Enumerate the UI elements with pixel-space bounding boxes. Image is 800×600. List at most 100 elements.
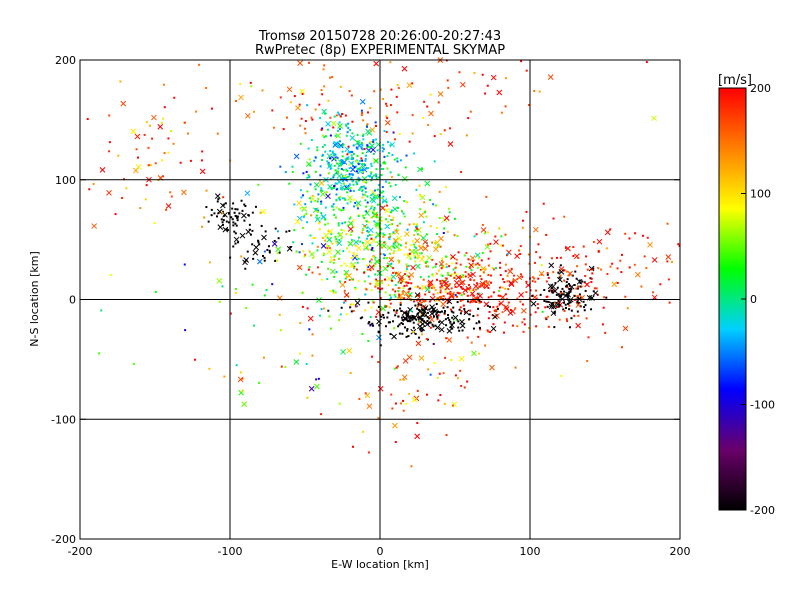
data-point-dot: [341, 222, 344, 225]
data-point-dot: [339, 162, 342, 165]
data-point-dot: [499, 295, 502, 298]
data-point-dot: [321, 237, 324, 240]
data-point-dot: [302, 250, 305, 253]
data-point-x: [386, 275, 392, 282]
data-point-dot: [451, 404, 454, 407]
data-point-x: [341, 159, 348, 165]
data-point-dot: [557, 293, 560, 296]
data-point-dot: [578, 293, 581, 296]
data-point-x: [514, 253, 520, 260]
data-point-dot: [169, 191, 172, 194]
data-point-dot: [404, 326, 407, 329]
data-point-dot: [457, 251, 460, 254]
data-point-dot: [396, 206, 399, 209]
data-point-dot: [365, 210, 368, 213]
data-point-dot: [165, 208, 168, 211]
data-point-dot: [465, 251, 468, 254]
data-point-dot: [394, 290, 397, 293]
data-point-dot: [547, 300, 550, 303]
data-point-dot: [303, 127, 306, 130]
data-point-x: [368, 264, 375, 271]
data-point-dot: [434, 288, 437, 291]
data-point-dot: [504, 233, 507, 236]
data-point-dot: [388, 238, 391, 241]
data-point-dot: [457, 326, 460, 329]
data-point-dot: [620, 271, 623, 274]
data-point-x: [384, 119, 391, 126]
data-point-dot: [586, 268, 589, 271]
data-point-dot: [349, 189, 352, 192]
data-point-dot: [464, 275, 467, 278]
data-point-dot: [392, 320, 395, 323]
data-point-dot: [334, 216, 337, 219]
data-point-dot: [451, 316, 454, 319]
data-point-dot: [541, 310, 544, 313]
data-point-dot: [573, 314, 576, 317]
data-point-dot: [537, 243, 540, 246]
data-point-dot: [333, 213, 336, 216]
data-point-dot: [576, 265, 579, 268]
data-point-dot: [387, 152, 390, 155]
data-point-x: [352, 252, 359, 259]
data-point-dot: [455, 295, 458, 298]
data-point-dot: [497, 294, 500, 297]
data-point-x: [392, 206, 398, 212]
data-point-dot: [425, 314, 428, 317]
data-point-x: [548, 303, 555, 310]
data-point-dot: [328, 238, 331, 241]
data-point-dot: [489, 250, 492, 253]
data-point-x: [455, 274, 462, 281]
data-point-dot: [504, 105, 507, 108]
data-point-dot: [361, 241, 364, 244]
data-point-dot: [364, 219, 367, 222]
data-point-dot: [397, 281, 400, 284]
data-point-x: [420, 235, 427, 241]
data-point-dot: [348, 173, 351, 176]
data-point-dot: [359, 187, 362, 190]
data-point-dot: [426, 338, 429, 341]
data-point-dot: [379, 164, 382, 167]
data-point-dot: [357, 162, 360, 165]
data-point-dot: [606, 272, 609, 275]
data-point-dot: [282, 128, 285, 131]
data-point-dot: [445, 434, 448, 437]
data-point-dot: [365, 124, 368, 127]
data-point-dot: [519, 300, 522, 303]
data-point-dot: [546, 271, 549, 274]
data-point-x: [424, 286, 431, 293]
data-point-dot: [378, 324, 381, 327]
data-point-dot: [487, 264, 490, 267]
data-point-dot: [314, 170, 317, 173]
data-point-dot: [476, 292, 479, 295]
data-point-dot: [422, 320, 425, 323]
data-point-dot: [367, 451, 370, 454]
data-point-dot: [628, 237, 631, 240]
data-point-dot: [315, 214, 318, 217]
data-point-dot: [399, 159, 402, 162]
data-point-dot: [394, 241, 397, 244]
data-point-dot: [308, 328, 311, 331]
data-point-dot: [437, 269, 440, 272]
data-point-dot: [573, 294, 576, 297]
data-point-dot: [555, 256, 558, 259]
data-point-dot: [425, 233, 428, 236]
data-point-dot: [367, 301, 370, 304]
data-point-dot: [391, 223, 394, 226]
data-point-dot: [289, 246, 292, 249]
data-point-dot: [442, 266, 445, 269]
data-point-dot: [395, 366, 398, 369]
data-point-dot: [331, 242, 334, 245]
data-point-dot: [584, 274, 587, 277]
data-point-dot: [624, 232, 627, 235]
data-point-dot: [344, 273, 347, 276]
data-point-dot: [370, 179, 373, 182]
data-point-dot: [354, 201, 357, 204]
data-point-dot: [317, 377, 320, 380]
data-point-dot: [427, 322, 430, 325]
data-point-dot: [356, 154, 359, 157]
data-point-dot: [446, 306, 449, 309]
data-point-dot: [586, 359, 589, 362]
data-point-dot: [441, 257, 444, 260]
data-point-x: [396, 235, 403, 242]
